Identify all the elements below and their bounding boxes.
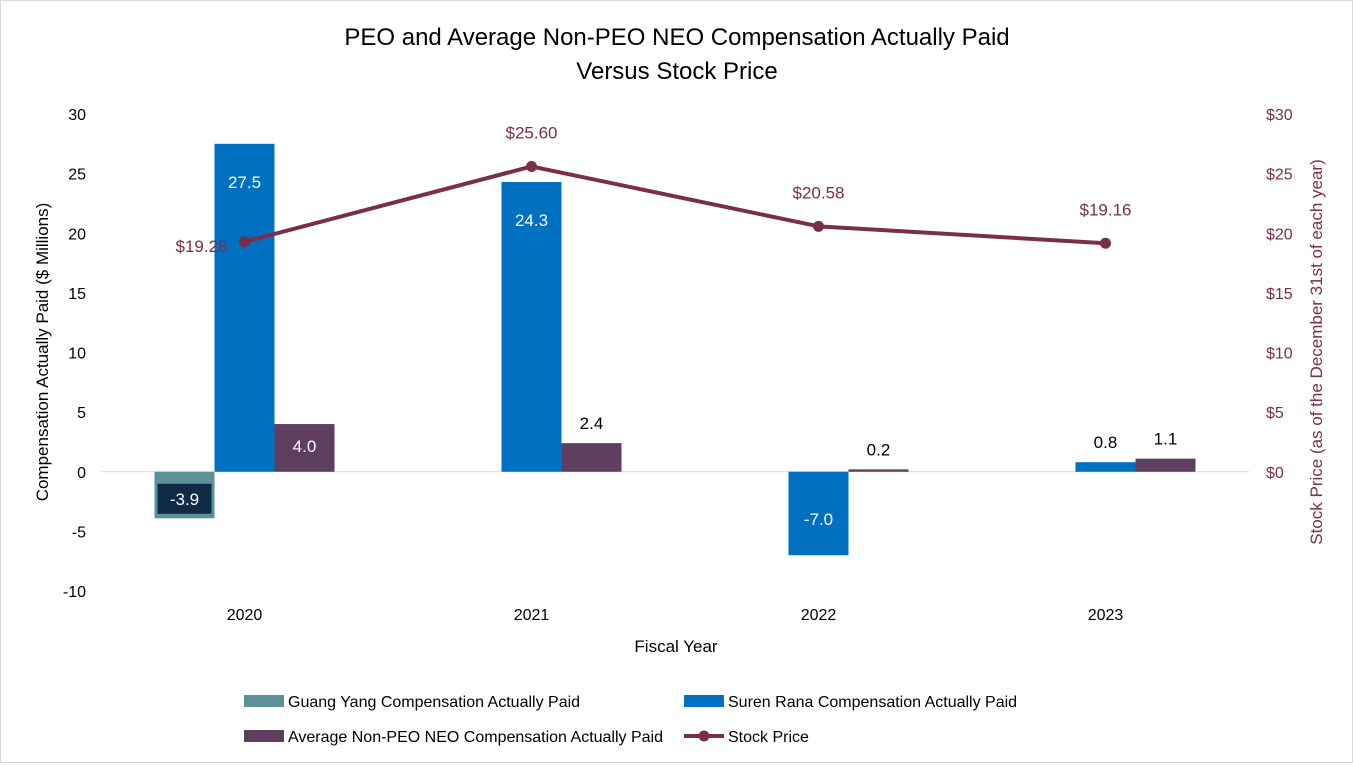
y-right-tick-label: $25 [1266,167,1293,184]
data-label: 27.5 [228,173,261,192]
stock-price-label: $19.16 [1080,200,1132,219]
y-right-tick-label: $15 [1266,286,1293,303]
y-tick-label: -5 [72,524,86,541]
x-tick-label: 2022 [801,607,837,624]
y-tick-label: -10 [63,584,86,601]
y-tick-label: 10 [68,346,86,363]
y-right-tick-label: $20 [1266,226,1293,243]
stock-price-point [1100,237,1111,249]
y-right-tick-label: $5 [1266,405,1284,422]
stock-price-point [813,220,824,232]
stock-price-label: $19.28 [176,237,228,256]
y-axis-label: Compensation Actually Paid ($ Millions) [33,203,52,502]
data-label: 4.0 [293,437,317,456]
stock-price-label: $20.58 [793,183,845,202]
bar [501,181,562,472]
data-label: 0.2 [867,440,891,459]
x-tick-label: 2023 [1088,607,1124,624]
y-tick-label: 5 [77,405,86,422]
data-label: -7.0 [804,510,833,529]
legend-label: Stock Price [728,729,809,746]
data-label: 24.3 [515,211,548,230]
data-label: 2.4 [580,414,604,433]
stock-price-line [243,164,1106,246]
legend-swatch [244,730,284,742]
legend-label: Suren Rana Compensation Actually Paid [728,694,1017,711]
y-tick-label: 25 [68,167,86,184]
legend-marker [698,730,710,742]
y-tick-label: 15 [68,286,86,303]
x-axis-label: Fiscal Year [634,637,717,656]
bar [214,143,275,472]
y-right-tick-label: $0 [1266,465,1284,482]
bar [848,469,909,472]
legend-label: Average Non-PEO NEO Compensation Actuall… [288,729,663,746]
y-right-tick-label: $30 [1266,107,1293,124]
legend-swatch [244,695,284,707]
y-tick-label: 0 [77,465,86,482]
chart-title-line2: Versus Stock Price [576,58,777,85]
bar [788,471,849,556]
x-tick-label: 2020 [227,607,263,624]
y-tick-label: 20 [68,226,86,243]
legend-swatch [684,695,724,707]
data-label: 0.8 [1094,433,1118,452]
stock-price-point [239,236,250,248]
bar [1135,458,1196,472]
chart-title-line1: PEO and Average Non-PEO NEO Compensation… [344,24,1009,51]
stock-price-label: $25.60 [506,123,558,142]
bar [274,424,335,472]
data-label-box [157,483,212,514]
stock-price-point [526,160,537,172]
data-label: 1.1 [1154,430,1178,449]
x-tick-label: 2021 [514,607,550,624]
legend-label: Guang Yang Compensation Actually Paid [288,694,580,711]
bar [1075,462,1136,472]
y-axis-right-label: Stock Price (as of the December 31st of … [1307,159,1326,545]
data-label: -3.9 [170,490,199,509]
y-tick-label: 30 [68,107,86,124]
bar [561,443,622,472]
y-right-tick-label: $10 [1266,346,1293,363]
